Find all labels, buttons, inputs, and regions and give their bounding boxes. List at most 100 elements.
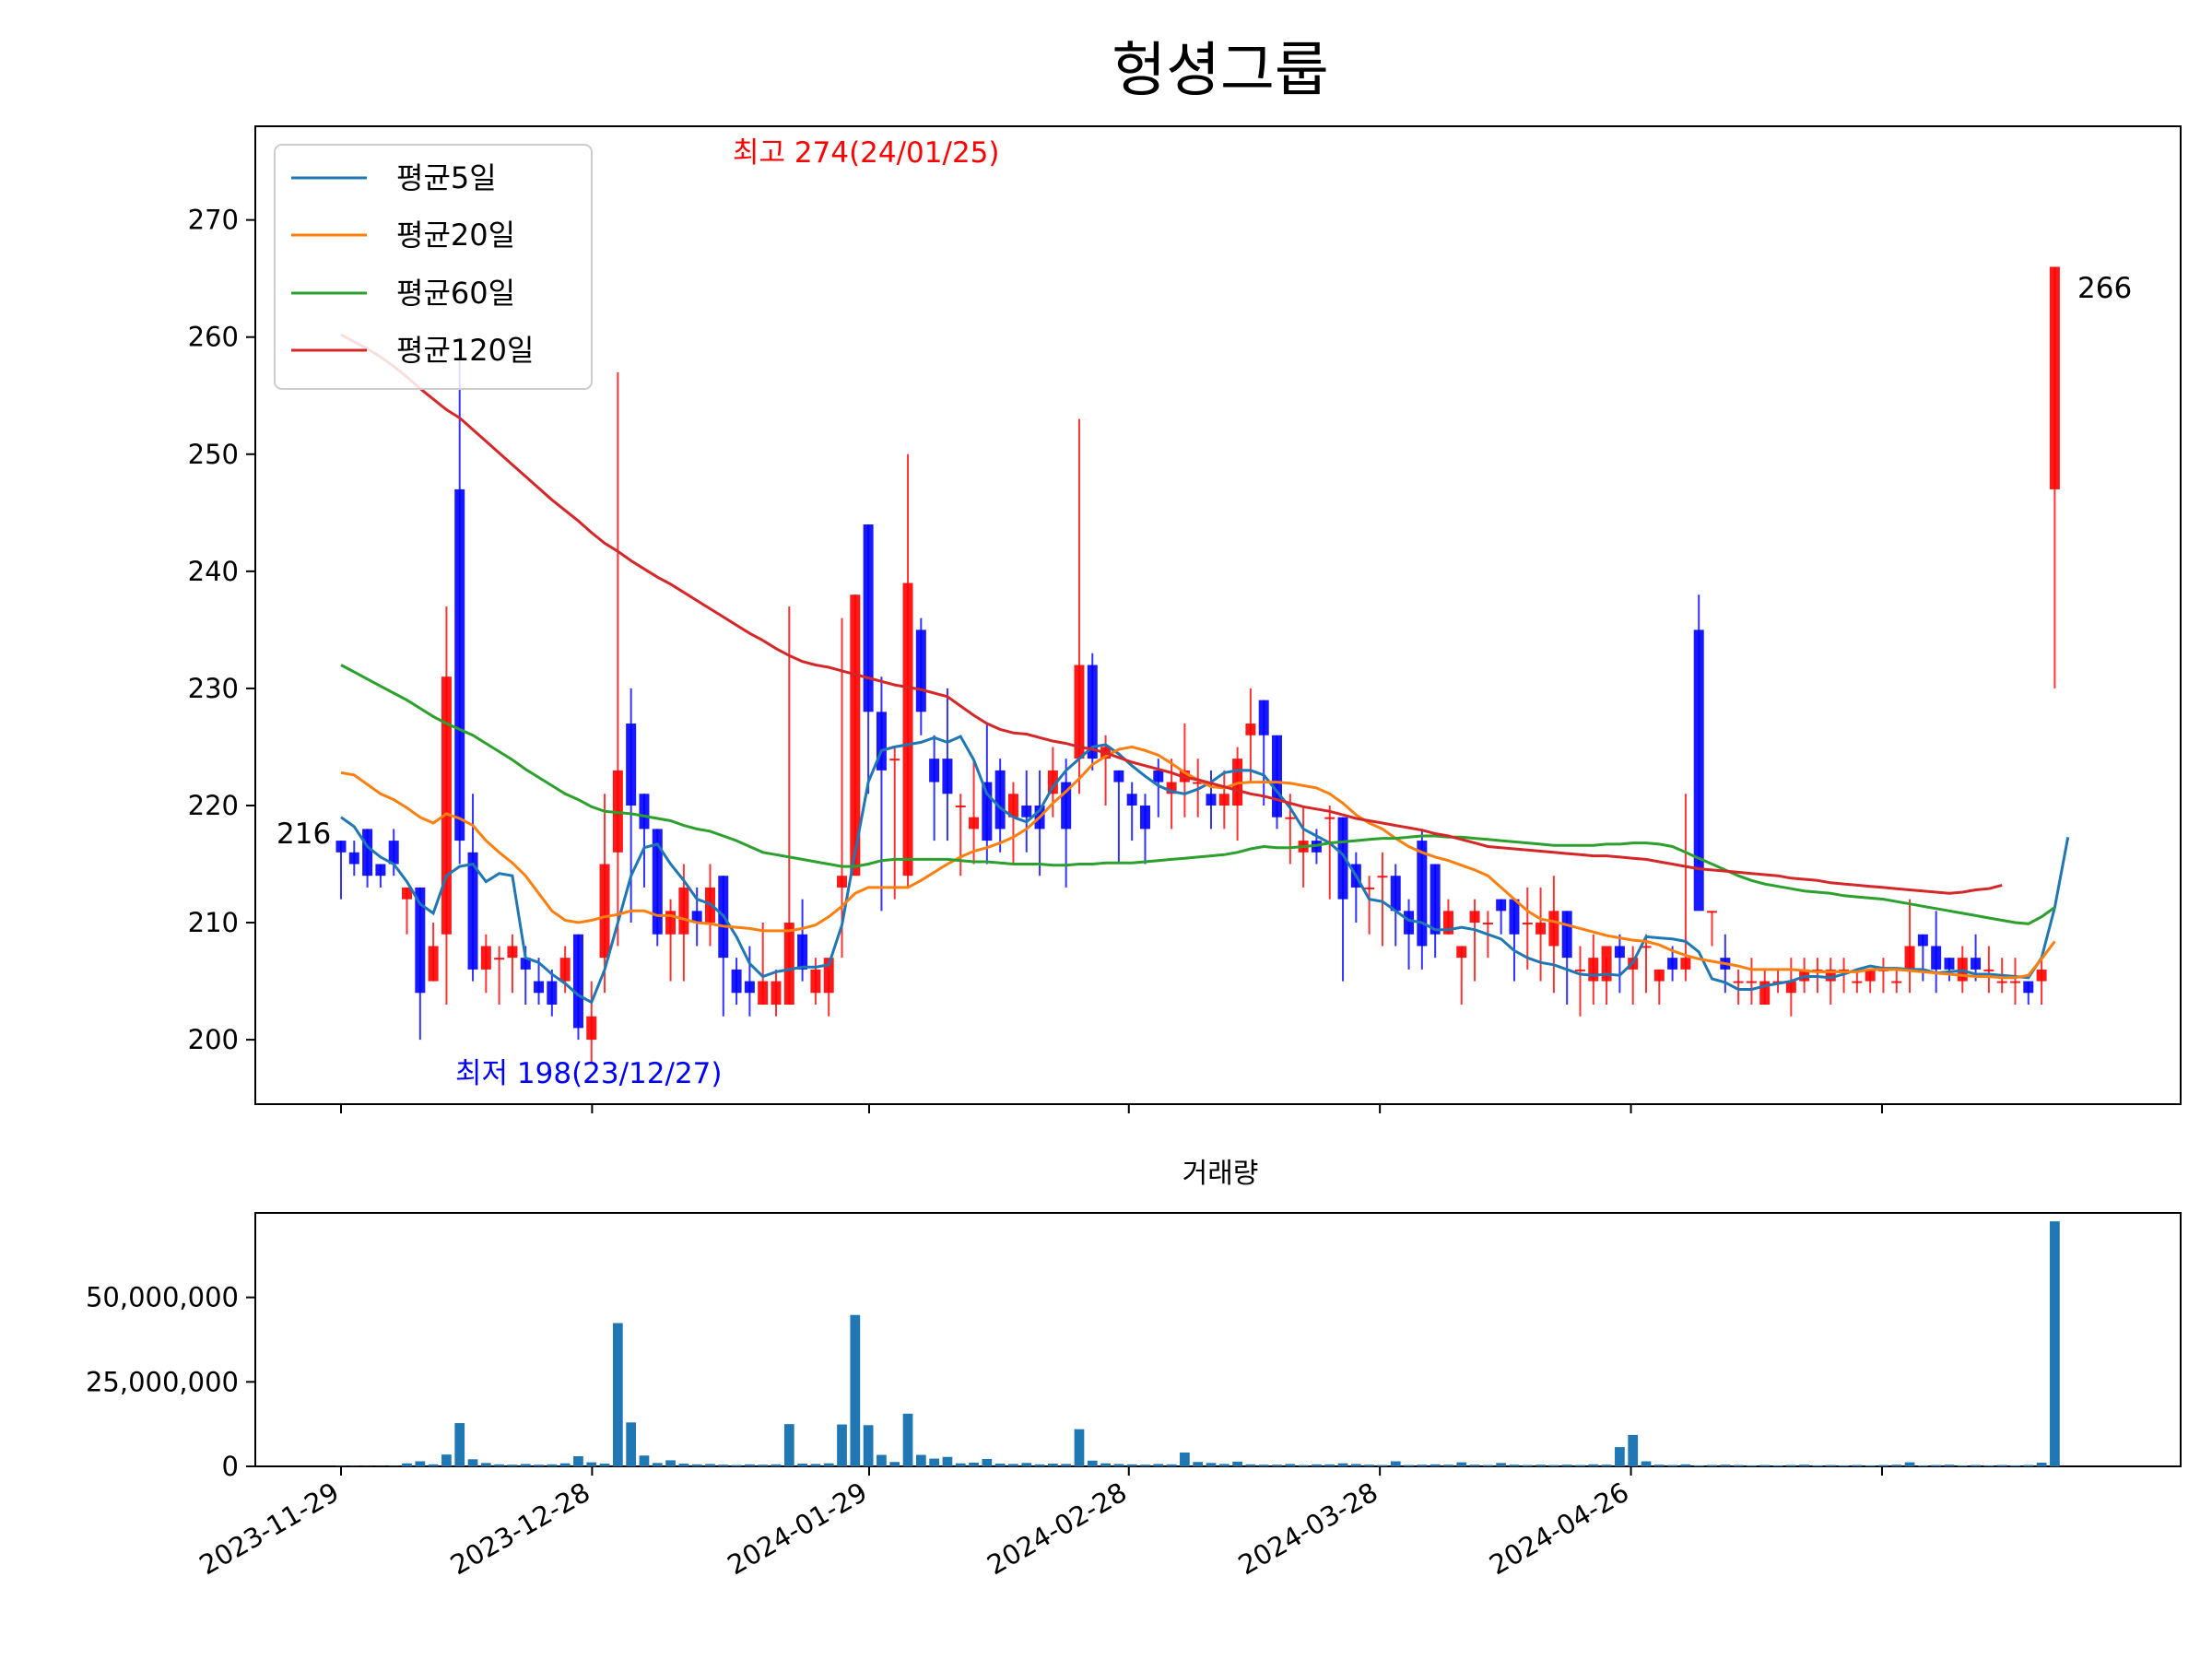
volume-bar [942,1456,953,1466]
candle-body [1021,805,1032,818]
candle-body [691,911,702,924]
candle-body [1601,946,1612,982]
candle-body [731,969,742,994]
volume-bar [678,1464,689,1466]
candle-body [1641,946,1652,948]
price-ytick-label: 210 [188,907,239,938]
volume-bar [613,1323,623,1466]
high-price-annotation: 최고 274(24/01/25) [733,136,999,170]
candle-body [1482,923,1493,925]
candle-body [1839,969,1850,971]
volume-bar [1153,1464,1164,1466]
candle-body [1971,958,1982,970]
candle-body [1707,911,1718,913]
volume-bar [1667,1465,1677,1466]
volume-bar [1918,1465,1928,1466]
volume-bar [1615,1447,1625,1466]
volume-bar [1852,1465,1863,1466]
low-price-annotation: 최저 198(23/12/27) [455,1057,722,1090]
volume-bar [1812,1465,1823,1466]
volume-bar [1535,1465,1546,1466]
candle-body [758,981,769,1005]
ma-line-평균60일 [340,664,2056,925]
candle-body [1904,946,1915,970]
candle-body [929,759,940,782]
candle-body [2009,981,2020,983]
candle-body [1193,782,1204,784]
volume-bar [2050,1221,2060,1466]
candle-body [1825,969,1836,982]
candle-body [1007,794,1018,818]
volume-ytick-label: 0 [222,1451,239,1482]
volume-ytick-label: 25,000,000 [86,1366,239,1397]
candle-body [982,782,993,841]
volume-bar [1996,1465,2007,1466]
candle-body [1561,911,1572,959]
candle-body [1759,981,1771,1005]
volume-bar [1245,1464,1256,1466]
volume-bar [823,1463,834,1466]
volume-bar [1628,1434,1639,1466]
volume-bar [467,1459,478,1466]
candle-body [837,876,848,888]
volume-bar [1258,1465,1269,1466]
candle-body [1218,794,1230,806]
volume-bar [1377,1465,1388,1466]
candle-body [969,817,980,830]
volume-bar [1087,1460,1098,1466]
candle-body [889,759,900,761]
volume-bar [480,1463,491,1466]
volume-bar [1312,1464,1322,1466]
candle-body [1153,770,1164,782]
volume-bar [1653,1465,1665,1466]
candle-body [348,852,359,865]
candle-body [520,958,531,970]
legend-label-ma60: 평균60일 [396,276,515,311]
volume-bar [599,1464,610,1466]
volume-bar [1021,1463,1032,1466]
candle-body [547,981,558,1005]
candle-body [1680,958,1691,970]
candle-body [1417,841,1428,947]
volume-bar [1074,1429,1085,1466]
last-close-annotation: 266 [2077,272,2132,305]
candle-body [942,759,953,794]
candle-body [1588,958,1599,982]
candle-body [1113,770,1124,782]
volume-bar [1509,1465,1520,1466]
candle-body [480,946,491,970]
volume-bar [1430,1464,1441,1466]
volume-bar [783,1424,794,1466]
price-ytick-label: 260 [188,322,239,353]
candle-body [454,488,465,841]
volume-bar [1601,1465,1612,1466]
legend-label-ma120: 평균120일 [396,333,534,368]
candle-body [1653,969,1665,982]
volume-bar [1324,1464,1335,1466]
volume-bar [1548,1465,1559,1466]
volume-bar [559,1463,571,1466]
volume-bar [1680,1464,1691,1466]
candle-body [626,724,637,806]
candle-body [375,864,386,877]
volume-bar [1971,1465,1981,1466]
volume-bar [2023,1465,2034,1466]
volume-bar [1759,1465,1771,1466]
volume-bar [1957,1465,1968,1466]
volume-bar [1272,1465,1282,1466]
candle-body [1430,864,1441,935]
candle-body [1126,794,1137,806]
volume-bar [837,1424,847,1466]
candle-body [362,829,373,877]
volume-bar [428,1464,439,1466]
candle-body [1785,981,1796,994]
candle-body [1404,911,1415,935]
volume-bar [573,1456,583,1466]
volume-bar [2010,1465,2020,1466]
candle-body [1166,782,1177,794]
volume-bar [1904,1462,1915,1466]
candle-body [1364,887,1375,889]
candle-body [1614,946,1625,959]
volume-bar [534,1465,544,1466]
